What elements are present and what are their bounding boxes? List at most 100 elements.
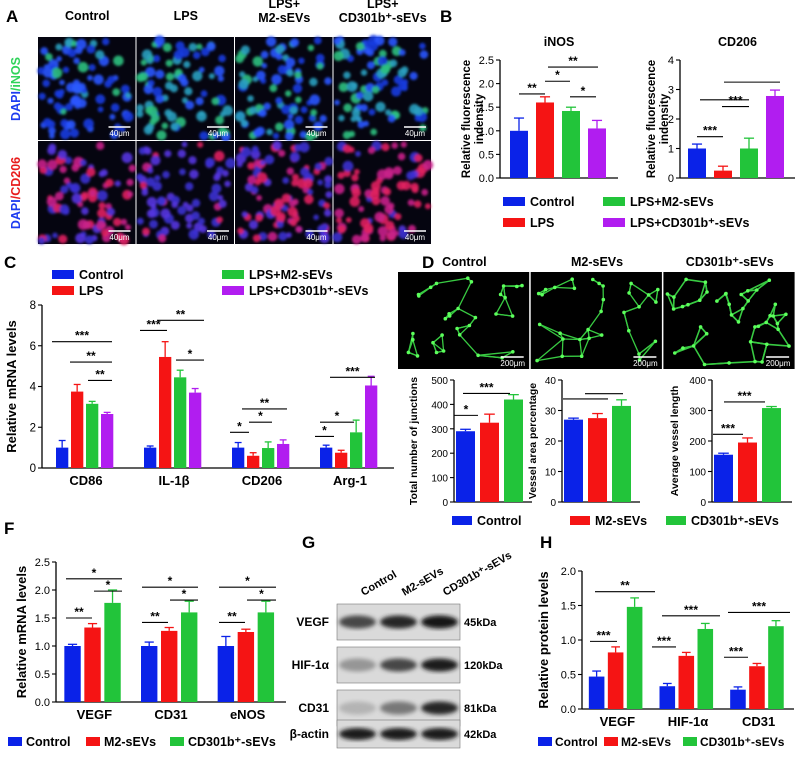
- d-scale-label: 200μm: [766, 359, 791, 368]
- a-cell: [343, 145, 352, 154]
- d-vessel-node: [573, 287, 577, 291]
- d-vessel-node: [447, 312, 451, 316]
- a-cell: [217, 217, 223, 223]
- a-cell: [358, 206, 364, 212]
- a-cell: [95, 94, 105, 104]
- y-tick-label: 6: [30, 341, 36, 353]
- a-cell: [370, 129, 377, 136]
- legend-label: LPS+M2-sEVs: [249, 268, 333, 282]
- a-cell: [48, 144, 56, 152]
- a-cell: [301, 106, 308, 113]
- a-cell: [343, 103, 352, 112]
- d-vessel-node: [429, 286, 433, 290]
- a-cell: [278, 65, 287, 74]
- a-cell: [333, 51, 343, 61]
- a-cell: [156, 130, 166, 140]
- a-cell: [415, 115, 421, 121]
- a-cell: [63, 67, 69, 73]
- a-cell: [66, 40, 72, 46]
- d-vessel-node: [673, 351, 677, 355]
- a-cell: [390, 59, 398, 67]
- significance-mark: ***: [75, 329, 89, 343]
- data-bar: [181, 612, 197, 702]
- a-scale-label: 40μm: [306, 129, 327, 138]
- a-cell: [290, 152, 300, 162]
- g-protein-label: CD31: [298, 701, 329, 715]
- y-axis-label: Relative fluorescence: [461, 60, 473, 178]
- a-cell: [294, 144, 302, 152]
- a-cell: [42, 80, 50, 88]
- g-band: [339, 702, 376, 715]
- a-cell: [66, 120, 75, 129]
- significance-mark: **: [568, 54, 578, 68]
- y-tick-label: 100: [689, 468, 706, 479]
- d-vessel-node: [698, 298, 702, 302]
- a-cell: [288, 207, 298, 217]
- a-cell: [136, 73, 145, 82]
- g-band: [380, 616, 417, 629]
- a-cell: [334, 100, 340, 106]
- significance-mark: *: [335, 409, 340, 423]
- d-vessel-segment: [563, 339, 580, 340]
- a-cell: [199, 225, 207, 233]
- a-cell: [89, 64, 96, 71]
- a-cell: [241, 120, 248, 127]
- legend-label: LPS+M2-sEVs: [630, 195, 714, 209]
- legend-label: Control: [555, 735, 598, 749]
- a-cell: [252, 146, 259, 153]
- a-cell: [349, 131, 356, 138]
- a-cell: [247, 175, 256, 184]
- significance-mark: *: [188, 347, 193, 361]
- legend-label: M2-sEVs: [104, 735, 156, 749]
- a-cell: [287, 168, 294, 175]
- a-cell: [313, 215, 319, 221]
- a-cell: [288, 114, 294, 120]
- y-axis-label: indensity: [659, 93, 671, 144]
- significance-mark: ***: [737, 389, 751, 403]
- x-category-label: CD31: [742, 714, 775, 729]
- g-size-label: 120kDa: [464, 660, 503, 672]
- significance-mark: ***: [479, 380, 493, 394]
- a-cell: [316, 54, 325, 63]
- d-vessel-node: [411, 338, 415, 342]
- a-cell: [95, 50, 104, 59]
- a-cell: [388, 37, 397, 46]
- legend-swatch: [603, 218, 625, 227]
- d-vessel-node: [746, 289, 750, 293]
- a-cell: [149, 220, 158, 229]
- a-cell: [154, 175, 160, 181]
- d-vessel-node: [435, 282, 439, 286]
- a-column-title: CD301b⁺-sEVs: [339, 11, 427, 25]
- significance-mark: ***: [146, 317, 160, 331]
- a-cell: [74, 102, 81, 109]
- a-marker-label: /iNOS: [9, 57, 23, 91]
- a-scale-label: 40μm: [109, 129, 130, 138]
- d-vessel-node: [561, 337, 565, 341]
- y-axis-label: Relative mRNA levels: [14, 566, 29, 698]
- a-cell: [164, 150, 171, 157]
- a-cell: [254, 160, 261, 167]
- y-tick-label: 40: [545, 376, 557, 387]
- a-cell: [388, 115, 396, 123]
- a-cell: [61, 109, 67, 115]
- x-category-label: IL-1β: [158, 473, 189, 488]
- a-cell: [145, 107, 153, 115]
- a-cell: [37, 159, 47, 169]
- a-cell: [196, 44, 202, 50]
- data-bar: [64, 646, 80, 702]
- a-cell: [163, 43, 172, 52]
- a-cell: [401, 142, 407, 148]
- a-cell: [137, 174, 143, 180]
- d-vessel-node: [672, 295, 676, 299]
- y-tick-label: 2.0: [35, 585, 50, 597]
- d-vessel-node: [727, 361, 731, 365]
- a-cell: [290, 106, 298, 114]
- a-cell: [249, 106, 257, 114]
- a-cell: [218, 195, 224, 201]
- a-cell: [98, 107, 104, 113]
- a-cell: [406, 171, 415, 180]
